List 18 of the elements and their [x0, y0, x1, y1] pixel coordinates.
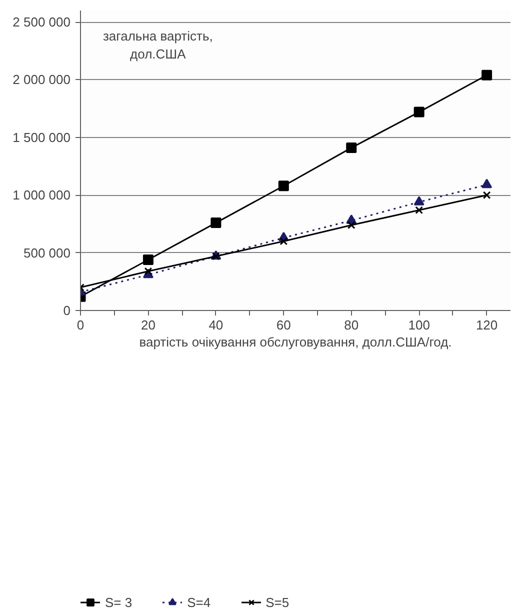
legend-label: S= 3 [105, 594, 132, 610]
y-tick-label: 1 500 000 [12, 130, 71, 145]
x-tick-label: 100 [408, 318, 430, 332]
y-tick-label: 2 000 000 [12, 72, 71, 88]
x-tick-label: 40 [208, 318, 224, 332]
x-axis-title: вартість очікування обслуговування, долл.США/год. [139, 334, 452, 350]
legend-label: S=4 [187, 594, 211, 610]
x-tick-label: 60 [276, 318, 291, 332]
x-tick-label: 20 [140, 318, 156, 332]
y-tick-label: 1 000 000 [12, 188, 71, 203]
y-tick-label: 2 500 000 [12, 14, 71, 30]
y-tick-label: 500 000 [24, 245, 71, 260]
x-tick-label: 0 [76, 318, 84, 332]
x-tick-label: 120 [476, 318, 498, 332]
legend-label: S=5 [266, 594, 290, 610]
y-tick-label: 0 [63, 303, 71, 318]
annotation: загальна вартість, дол.США [102, 28, 213, 62]
x-tick-label: 80 [344, 318, 359, 332]
